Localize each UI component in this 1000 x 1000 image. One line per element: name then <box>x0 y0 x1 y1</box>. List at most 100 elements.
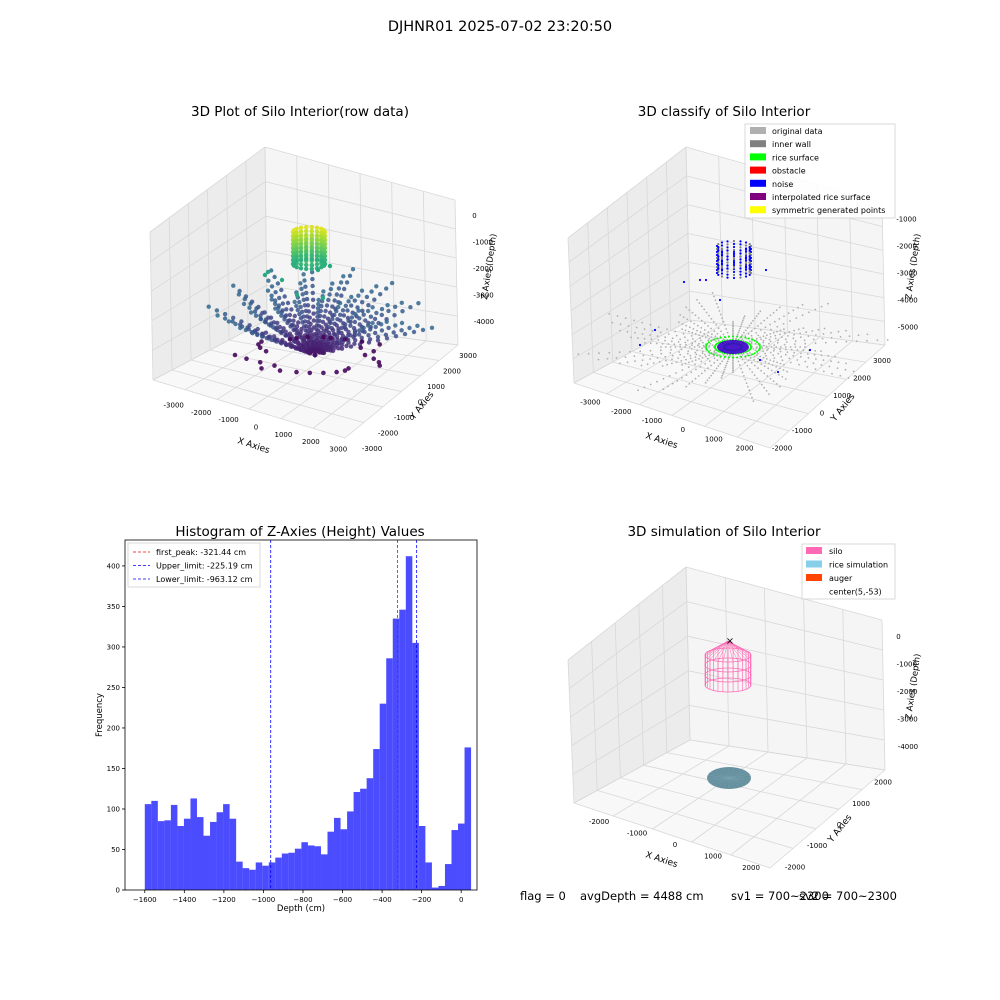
raw-point <box>350 267 356 272</box>
rice-surface-point <box>705 344 708 347</box>
original-data-point <box>717 327 720 330</box>
original-data-point <box>779 362 782 365</box>
raw-point <box>338 280 344 285</box>
original-data-point <box>749 356 752 359</box>
original-data-point <box>704 336 707 339</box>
grid-line <box>265 181 456 230</box>
raw-point <box>206 304 211 309</box>
original-data-point <box>757 357 760 360</box>
original-data-point <box>790 348 793 351</box>
raw-point <box>399 320 405 326</box>
raw-data-3d-plot: 3D Plot of Silo Interior(row data) -3000… <box>149 104 499 456</box>
original-data-point <box>772 331 775 334</box>
raw-point <box>247 323 252 328</box>
original-data-point <box>635 326 638 329</box>
original-data-point <box>848 335 851 337</box>
silo-roof-line <box>727 640 747 660</box>
original-data-point <box>886 339 889 341</box>
histogram-xtick-label: −1200 <box>212 896 236 904</box>
original-data-point <box>775 365 778 368</box>
grid-line <box>567 146 687 239</box>
original-data-point <box>772 349 775 352</box>
raw-point <box>332 345 338 350</box>
original-data-point <box>820 305 823 308</box>
raw-point <box>294 292 300 298</box>
original-data-point <box>768 362 770 365</box>
original-data-point <box>659 331 662 334</box>
original-data-point <box>762 339 765 342</box>
original-data-point <box>732 366 734 369</box>
original-data-point <box>662 388 665 391</box>
original-data-point <box>670 349 672 351</box>
raw-point <box>389 280 395 286</box>
histogram-ytick-label: 400 <box>107 562 120 570</box>
original-data-point <box>751 396 753 399</box>
original-data-point <box>649 334 651 336</box>
raw-point <box>298 249 304 254</box>
rice-surface-point <box>757 349 760 352</box>
original-data-point <box>694 351 697 354</box>
noise-point <box>653 328 657 332</box>
original-data-point <box>759 329 762 331</box>
rice-surface-point <box>756 341 759 344</box>
inner-wall-point <box>739 264 742 267</box>
classify-legend-label: inner wall <box>772 140 811 149</box>
original-data-point <box>763 331 766 334</box>
raw-point <box>249 329 254 335</box>
raw-point <box>231 315 236 320</box>
raw-y-tick: 1000 <box>427 383 445 391</box>
classify-legend-label: original data <box>772 127 823 136</box>
original-data-point <box>699 331 702 334</box>
raw-point <box>310 283 315 289</box>
inner-wall-point <box>732 263 736 267</box>
rice-surface-point <box>736 356 739 359</box>
raw-point <box>239 319 244 324</box>
raw-point <box>314 225 320 230</box>
inner-wall-point <box>726 243 729 246</box>
raw-point <box>328 320 333 326</box>
raw-point <box>361 325 366 331</box>
rice-simulation-mesh <box>707 777 730 781</box>
original-data-point <box>689 357 692 360</box>
silo-roof-line <box>717 640 729 649</box>
original-data-point <box>732 325 734 328</box>
raw-plot-ylabel: Y Axies <box>408 390 437 423</box>
original-data-point <box>651 329 654 332</box>
raw-point <box>299 286 304 291</box>
histogram-yticks: 0 50 100 150 200 250 300 350 400 <box>107 562 125 895</box>
histogram-bar <box>307 845 315 890</box>
raw-point <box>415 323 420 328</box>
original-data-point <box>677 357 679 359</box>
raw-point <box>346 340 351 345</box>
raw-point <box>383 332 389 337</box>
rice-surface-point <box>740 336 743 338</box>
original-data-point <box>706 357 709 360</box>
original-data-point <box>710 374 712 377</box>
inner-wall-point <box>715 271 719 275</box>
raw-plot-xlabel: X Axies <box>236 436 271 456</box>
original-data-point <box>804 360 807 363</box>
original-data-point <box>756 352 759 355</box>
histogram-bar <box>405 556 413 890</box>
grid-line <box>359 173 363 333</box>
raw-point <box>315 267 321 273</box>
raw-point <box>386 325 391 331</box>
original-data-point <box>694 314 697 317</box>
raw-point <box>330 328 336 333</box>
original-data-point <box>800 352 802 355</box>
original-data-point <box>686 318 689 321</box>
grid-line <box>184 323 300 391</box>
raw-plot-zticks: 0 -1000 -2000 -3000 -4000 <box>472 212 494 326</box>
original-data-point <box>746 352 749 355</box>
original-data-point <box>656 357 659 359</box>
original-data-point <box>624 356 627 358</box>
original-data-point <box>815 358 817 360</box>
original-data-point <box>641 359 644 361</box>
inner-wall-point <box>744 241 748 244</box>
original-data-point <box>715 302 718 305</box>
raw-point <box>222 311 228 317</box>
original-data-point <box>701 350 704 353</box>
original-data-point <box>768 338 771 341</box>
raw-z-tick: -2000 <box>473 265 493 273</box>
original-data-point <box>679 343 682 346</box>
